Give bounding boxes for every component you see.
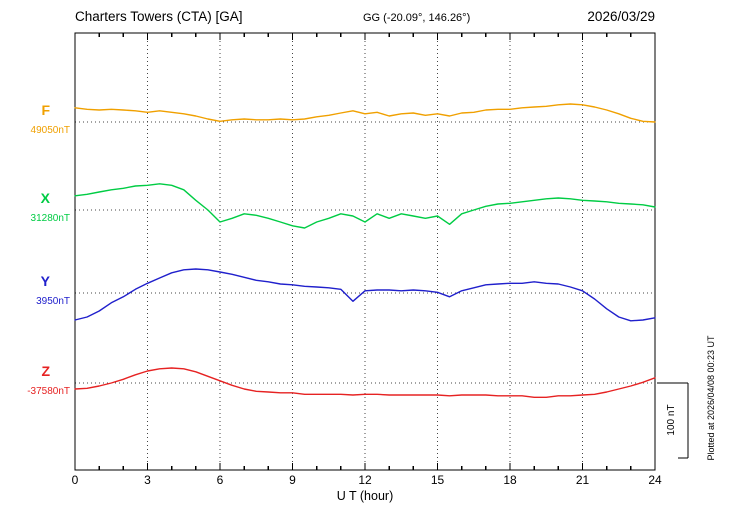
x-axis-label: U T (hour) <box>336 489 394 503</box>
series-baseline-value-y: 3950nT <box>36 296 70 307</box>
scale-bar-label: 100 nT <box>666 404 677 436</box>
series-label-y: Y <box>40 273 50 289</box>
series-line-y <box>74 268 656 322</box>
series-baseline-value-x: 31280nT <box>30 213 70 224</box>
plotted-at-timestamp: Plotted at 2026/04/08 00:23 UT <box>706 335 716 461</box>
series-label-f: F <box>41 102 50 118</box>
x-tick-label-12: 12 <box>358 473 372 487</box>
series-baseline-value-f: 49050nT <box>30 125 70 136</box>
series-line-f <box>74 103 656 123</box>
series-label-x: X <box>40 190 50 206</box>
plot-date: 2026/03/29 <box>587 9 655 24</box>
x-tick-label-18: 18 <box>503 473 517 487</box>
x-tick-label-0: 0 <box>71 473 79 487</box>
x-tick-label-9: 9 <box>289 473 296 487</box>
series-line-x <box>74 183 656 229</box>
geographic-coordinates: GG (-20.09°, 146.26°) <box>363 12 471 24</box>
series-label-z: Z <box>41 363 50 379</box>
x-tick-label-24: 24 <box>648 473 662 487</box>
series-line-z <box>74 367 656 398</box>
x-tick-label-15: 15 <box>430 473 445 487</box>
plot-frame <box>74 32 656 471</box>
x-tick-label-6: 6 <box>216 473 224 487</box>
series-baseline-value-z: -37580nT <box>27 386 70 397</box>
x-tick-label-3: 3 <box>144 473 151 487</box>
x-tick-label-21: 21 <box>575 473 590 487</box>
station-title: Charters Towers (CTA) [GA] <box>75 9 243 24</box>
